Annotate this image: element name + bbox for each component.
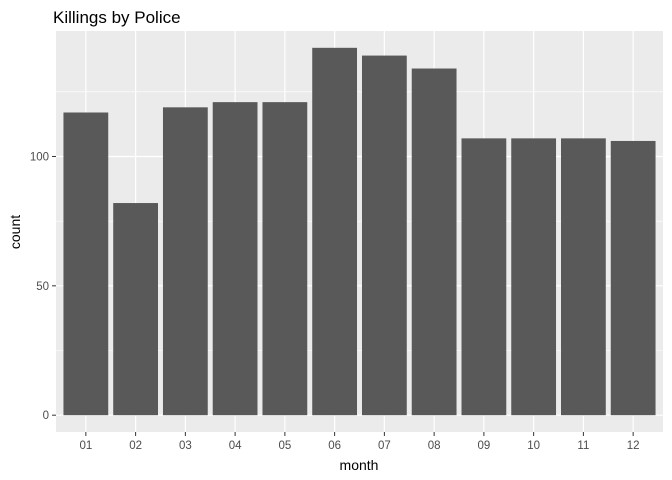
- bar-10: [511, 138, 557, 416]
- chart-title: Killings by Police: [53, 8, 181, 27]
- bar-02: [113, 203, 158, 416]
- y-axis-title: count: [7, 215, 23, 249]
- bar-04: [212, 102, 258, 416]
- x-tick-label-02: 02: [129, 440, 142, 452]
- x-tick-label-08: 08: [428, 440, 441, 452]
- bar-11: [561, 138, 606, 416]
- bar-06: [312, 47, 358, 416]
- bar-05: [262, 102, 308, 416]
- x-tick-label-01: 01: [79, 440, 92, 452]
- x-tick-label-10: 10: [527, 440, 540, 452]
- y-tick-label: 50: [36, 281, 49, 293]
- x-tick-label-09: 09: [477, 440, 490, 452]
- y-tick-label: 100: [30, 151, 49, 163]
- bar-12: [610, 140, 656, 416]
- x-tick-label-05: 05: [278, 440, 291, 452]
- bar-03: [162, 107, 208, 416]
- bar-09: [461, 138, 507, 416]
- x-axis-title: month: [340, 457, 379, 473]
- bar-08: [411, 68, 457, 416]
- x-tick-label-12: 12: [627, 440, 640, 452]
- x-tick-label-04: 04: [229, 440, 242, 452]
- x-tick-label-11: 11: [577, 440, 589, 452]
- x-tick-label-03: 03: [179, 440, 192, 452]
- x-tick-label-06: 06: [328, 440, 341, 452]
- x-tick-label-07: 07: [378, 440, 391, 452]
- y-tick-label: 0: [43, 410, 49, 422]
- bar-01: [63, 112, 109, 416]
- x-axis: 01 02 03 04 05 06 07 08 09 10 11 12: [79, 432, 640, 452]
- bar-07: [361, 55, 407, 416]
- bars: [63, 47, 656, 416]
- y-axis: 0 50 100: [30, 151, 56, 422]
